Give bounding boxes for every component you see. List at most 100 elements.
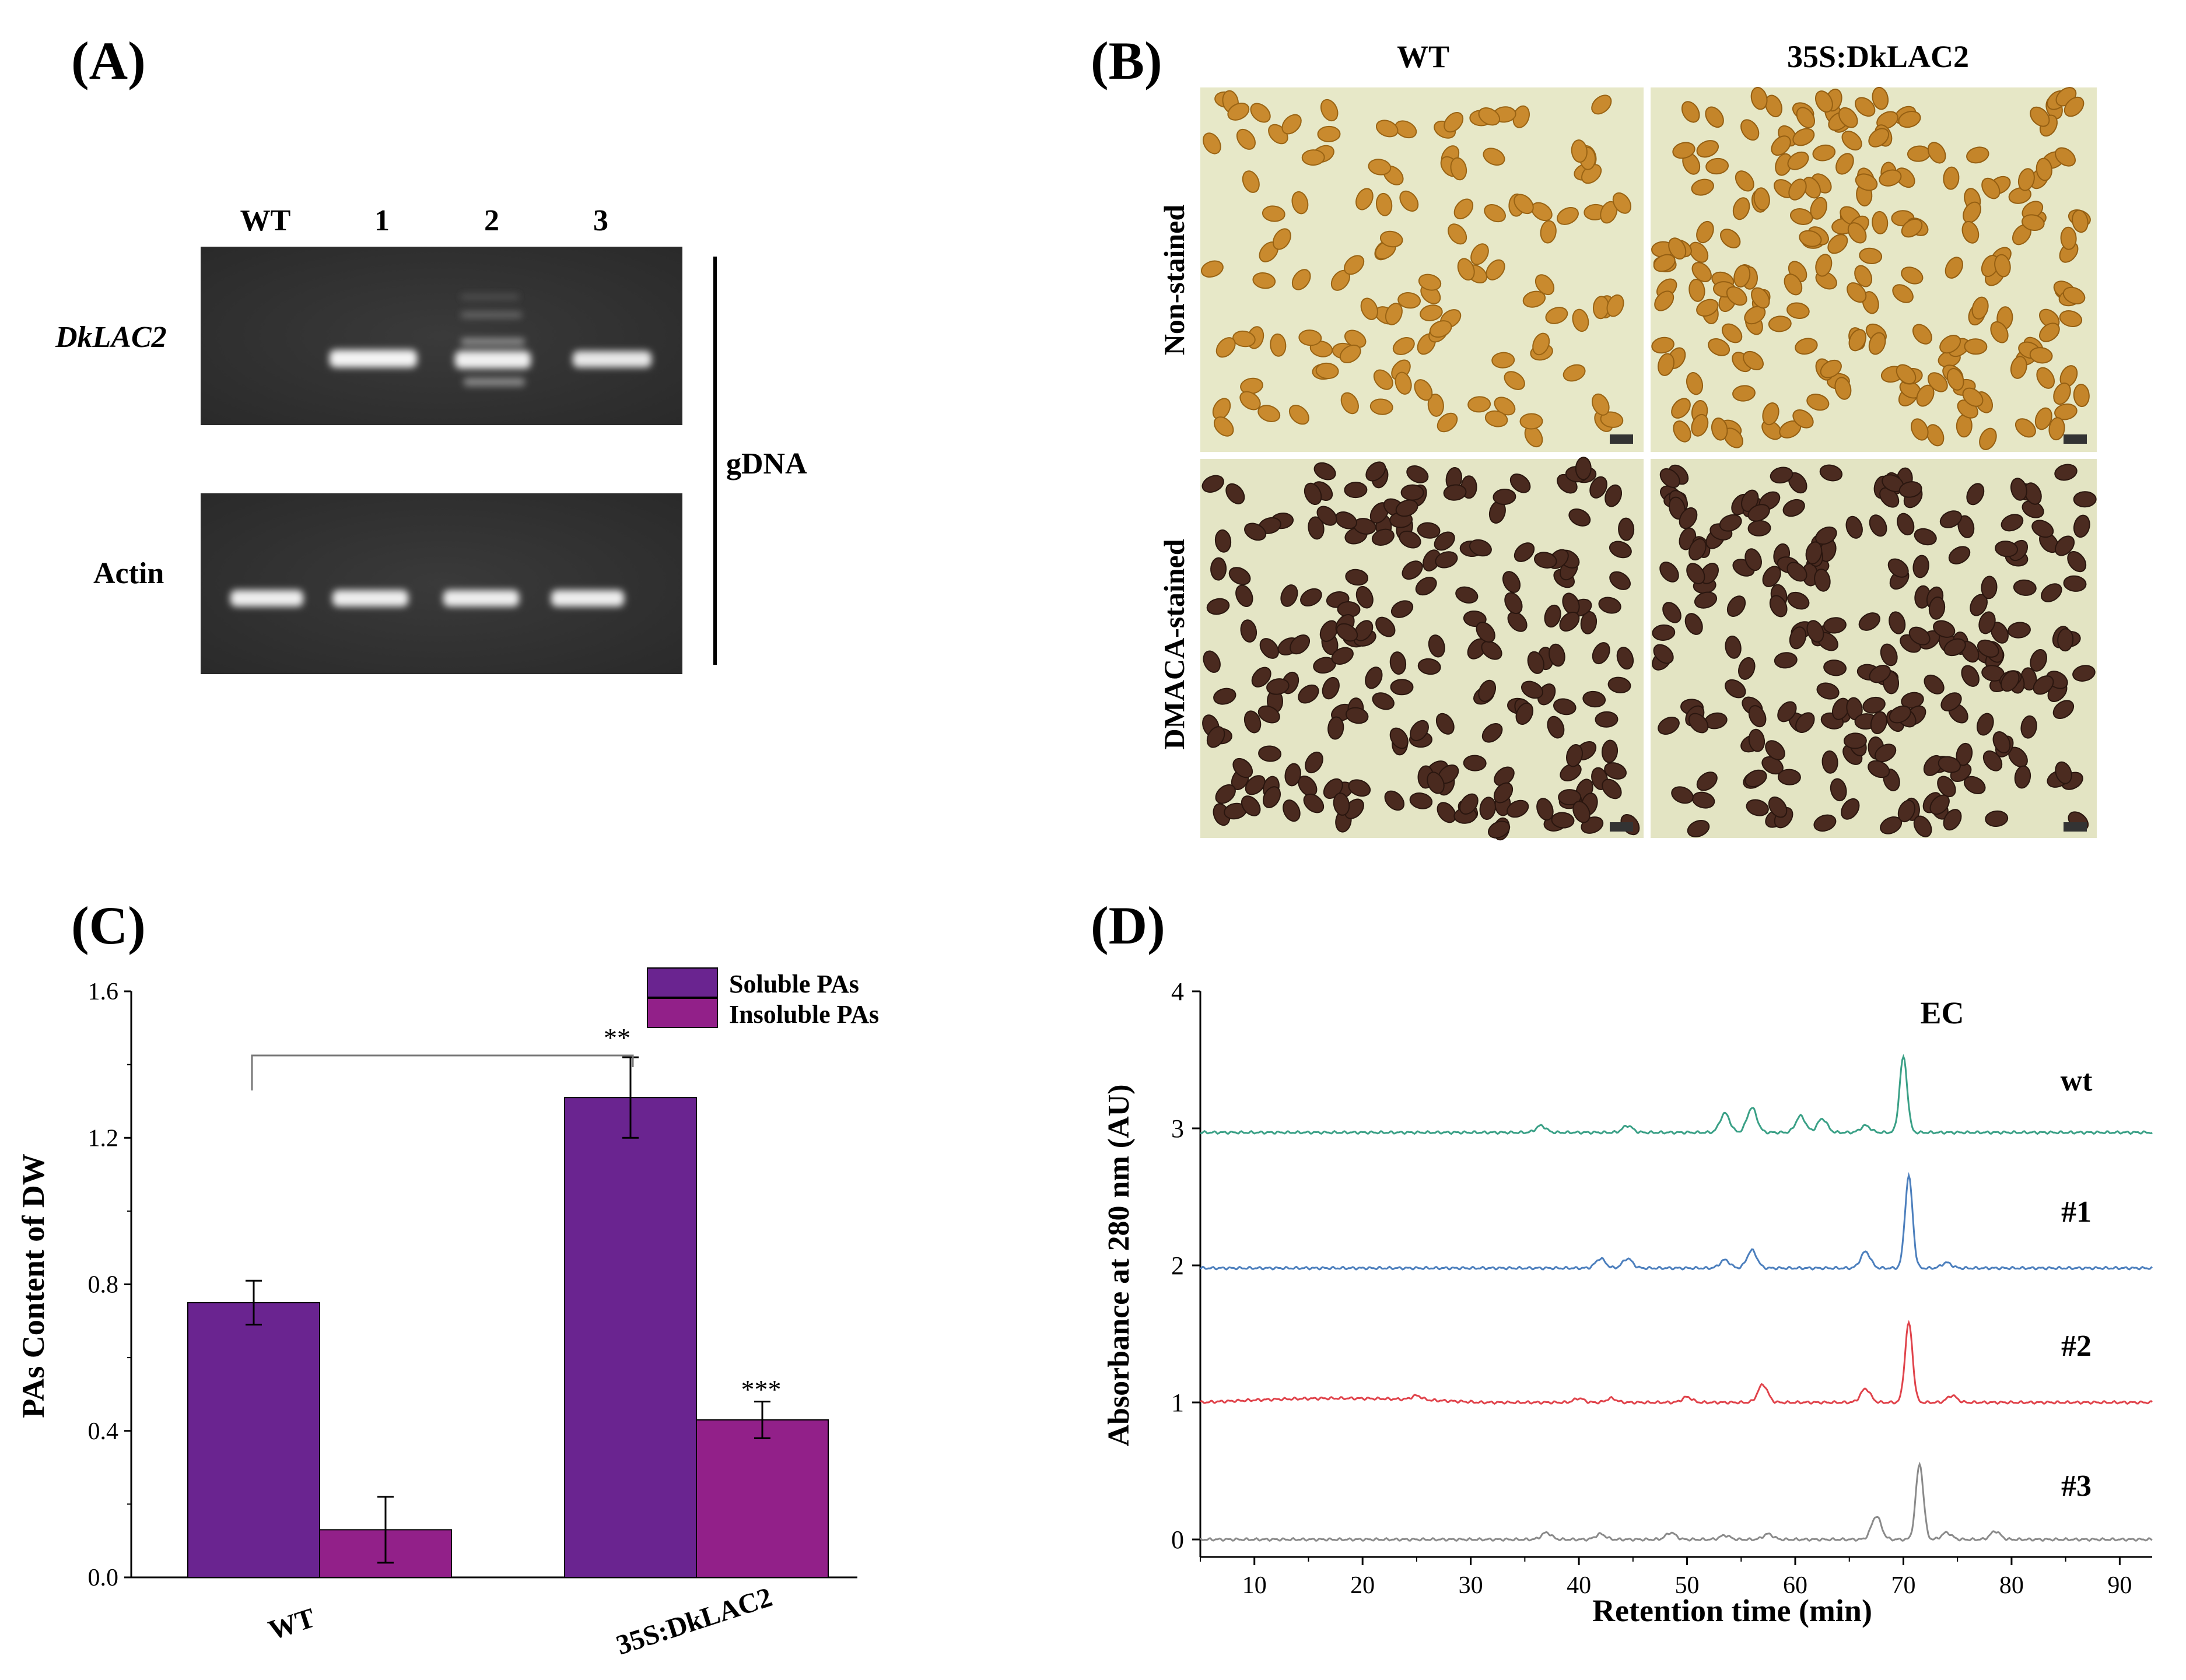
seed	[1789, 626, 1807, 650]
panel-b-label: (B)	[1091, 31, 1162, 90]
panel-a-label: (A)	[71, 31, 146, 90]
chart-d: Absorbance at 280 nm (AU) Retention time…	[1102, 977, 2153, 1628]
seed	[1453, 198, 1474, 220]
seed	[1786, 302, 1810, 319]
seed	[1872, 211, 1889, 234]
d-ticks: 10 20 30 40 50 60 70 80 90 0 1 2 3 4	[1171, 977, 2132, 1599]
seed	[2036, 157, 2052, 181]
lane-label-wt: WT	[240, 204, 291, 237]
seed	[1437, 412, 1458, 433]
seed	[1373, 369, 1393, 390]
seed	[1228, 567, 1251, 585]
seed	[1799, 230, 1822, 247]
seed	[1688, 538, 1707, 561]
seed	[1435, 551, 1458, 569]
seed	[1406, 465, 1429, 483]
d-series-label-1: #1	[2061, 1195, 2092, 1229]
seed	[1813, 814, 1837, 832]
seed	[1281, 114, 1302, 135]
seed	[1750, 86, 1768, 110]
seed	[1355, 585, 1374, 609]
seed	[1600, 411, 1624, 428]
seed	[2073, 491, 2097, 508]
seed	[1428, 634, 1445, 658]
seed	[1792, 128, 1815, 146]
seed	[2052, 700, 2075, 720]
seed	[1450, 157, 1467, 181]
seed	[1659, 562, 1679, 583]
seed	[1317, 125, 1341, 142]
seed	[1769, 595, 1788, 618]
seed	[2054, 535, 2075, 556]
seed	[2054, 464, 2078, 481]
band-dklac2-lane2	[455, 351, 531, 369]
seed	[1816, 682, 1840, 700]
seed	[1365, 461, 1386, 482]
gdna-label: gDNA	[726, 447, 807, 480]
seed	[1257, 405, 1281, 422]
c-ytick-label: 0.8	[88, 1272, 119, 1299]
seed	[1923, 755, 1943, 776]
seed	[1946, 368, 1964, 391]
seed	[1602, 778, 1622, 799]
seed	[1301, 149, 1325, 166]
d-trace-3	[1199, 1461, 2153, 1542]
seed	[1765, 94, 1782, 118]
seed	[1418, 273, 1442, 291]
seed	[1400, 484, 1424, 501]
seed	[1658, 716, 1680, 735]
seed	[1792, 409, 1814, 429]
seed	[1244, 522, 1267, 541]
seed	[1744, 306, 1766, 325]
seed	[1735, 170, 1754, 192]
seed	[2014, 765, 2031, 789]
seed	[1304, 482, 1322, 505]
seed	[1241, 795, 1261, 816]
seed	[1681, 101, 1700, 123]
seed	[2021, 214, 2045, 231]
seed	[1476, 622, 1495, 643]
seed	[1966, 483, 1985, 506]
seed	[1215, 784, 1236, 804]
d-xtick-label: 70	[1891, 1572, 1915, 1599]
seed	[1939, 510, 1962, 528]
seed	[1331, 647, 1354, 665]
seed	[2020, 715, 2037, 739]
seed	[2062, 286, 2086, 304]
c-ytick-label: 1.6	[88, 978, 119, 1005]
seed	[1862, 696, 1886, 714]
seed	[1266, 678, 1290, 695]
seed	[2030, 106, 2050, 127]
seed	[1858, 612, 1880, 631]
d-xtick-label: 30	[1459, 1572, 1483, 1599]
d-series-label-2: #2	[2061, 1330, 2092, 1363]
seed	[2072, 209, 2089, 233]
seed	[1870, 711, 1887, 735]
seed	[1966, 146, 1989, 164]
seed	[1245, 775, 1266, 795]
seed	[1515, 702, 1534, 725]
d-xtick-label: 10	[1242, 1572, 1267, 1599]
seed	[1467, 396, 1491, 413]
seed	[1943, 638, 1966, 657]
seed	[1455, 586, 1479, 604]
seed	[1815, 254, 1833, 277]
seed	[1978, 611, 1996, 634]
seed	[1686, 563, 1705, 584]
seed	[1771, 135, 1791, 156]
seed	[1519, 413, 1543, 430]
seed	[1214, 529, 1232, 553]
d-xtick-label: 80	[1999, 1572, 2024, 1599]
seed	[1215, 337, 1236, 358]
seed	[1595, 711, 1619, 728]
seed	[1827, 234, 1848, 254]
seed	[1943, 809, 1962, 831]
scale-bar-2	[2064, 434, 2087, 444]
legend-label-soluble: Soluble PAs	[729, 970, 859, 998]
seed	[1392, 337, 1415, 355]
seed	[1830, 778, 1847, 802]
seed	[1262, 205, 1285, 222]
seed	[1390, 679, 1414, 696]
d-ytick-label: 4	[1171, 977, 1184, 1006]
col-label-wt: WT	[1397, 39, 1449, 74]
